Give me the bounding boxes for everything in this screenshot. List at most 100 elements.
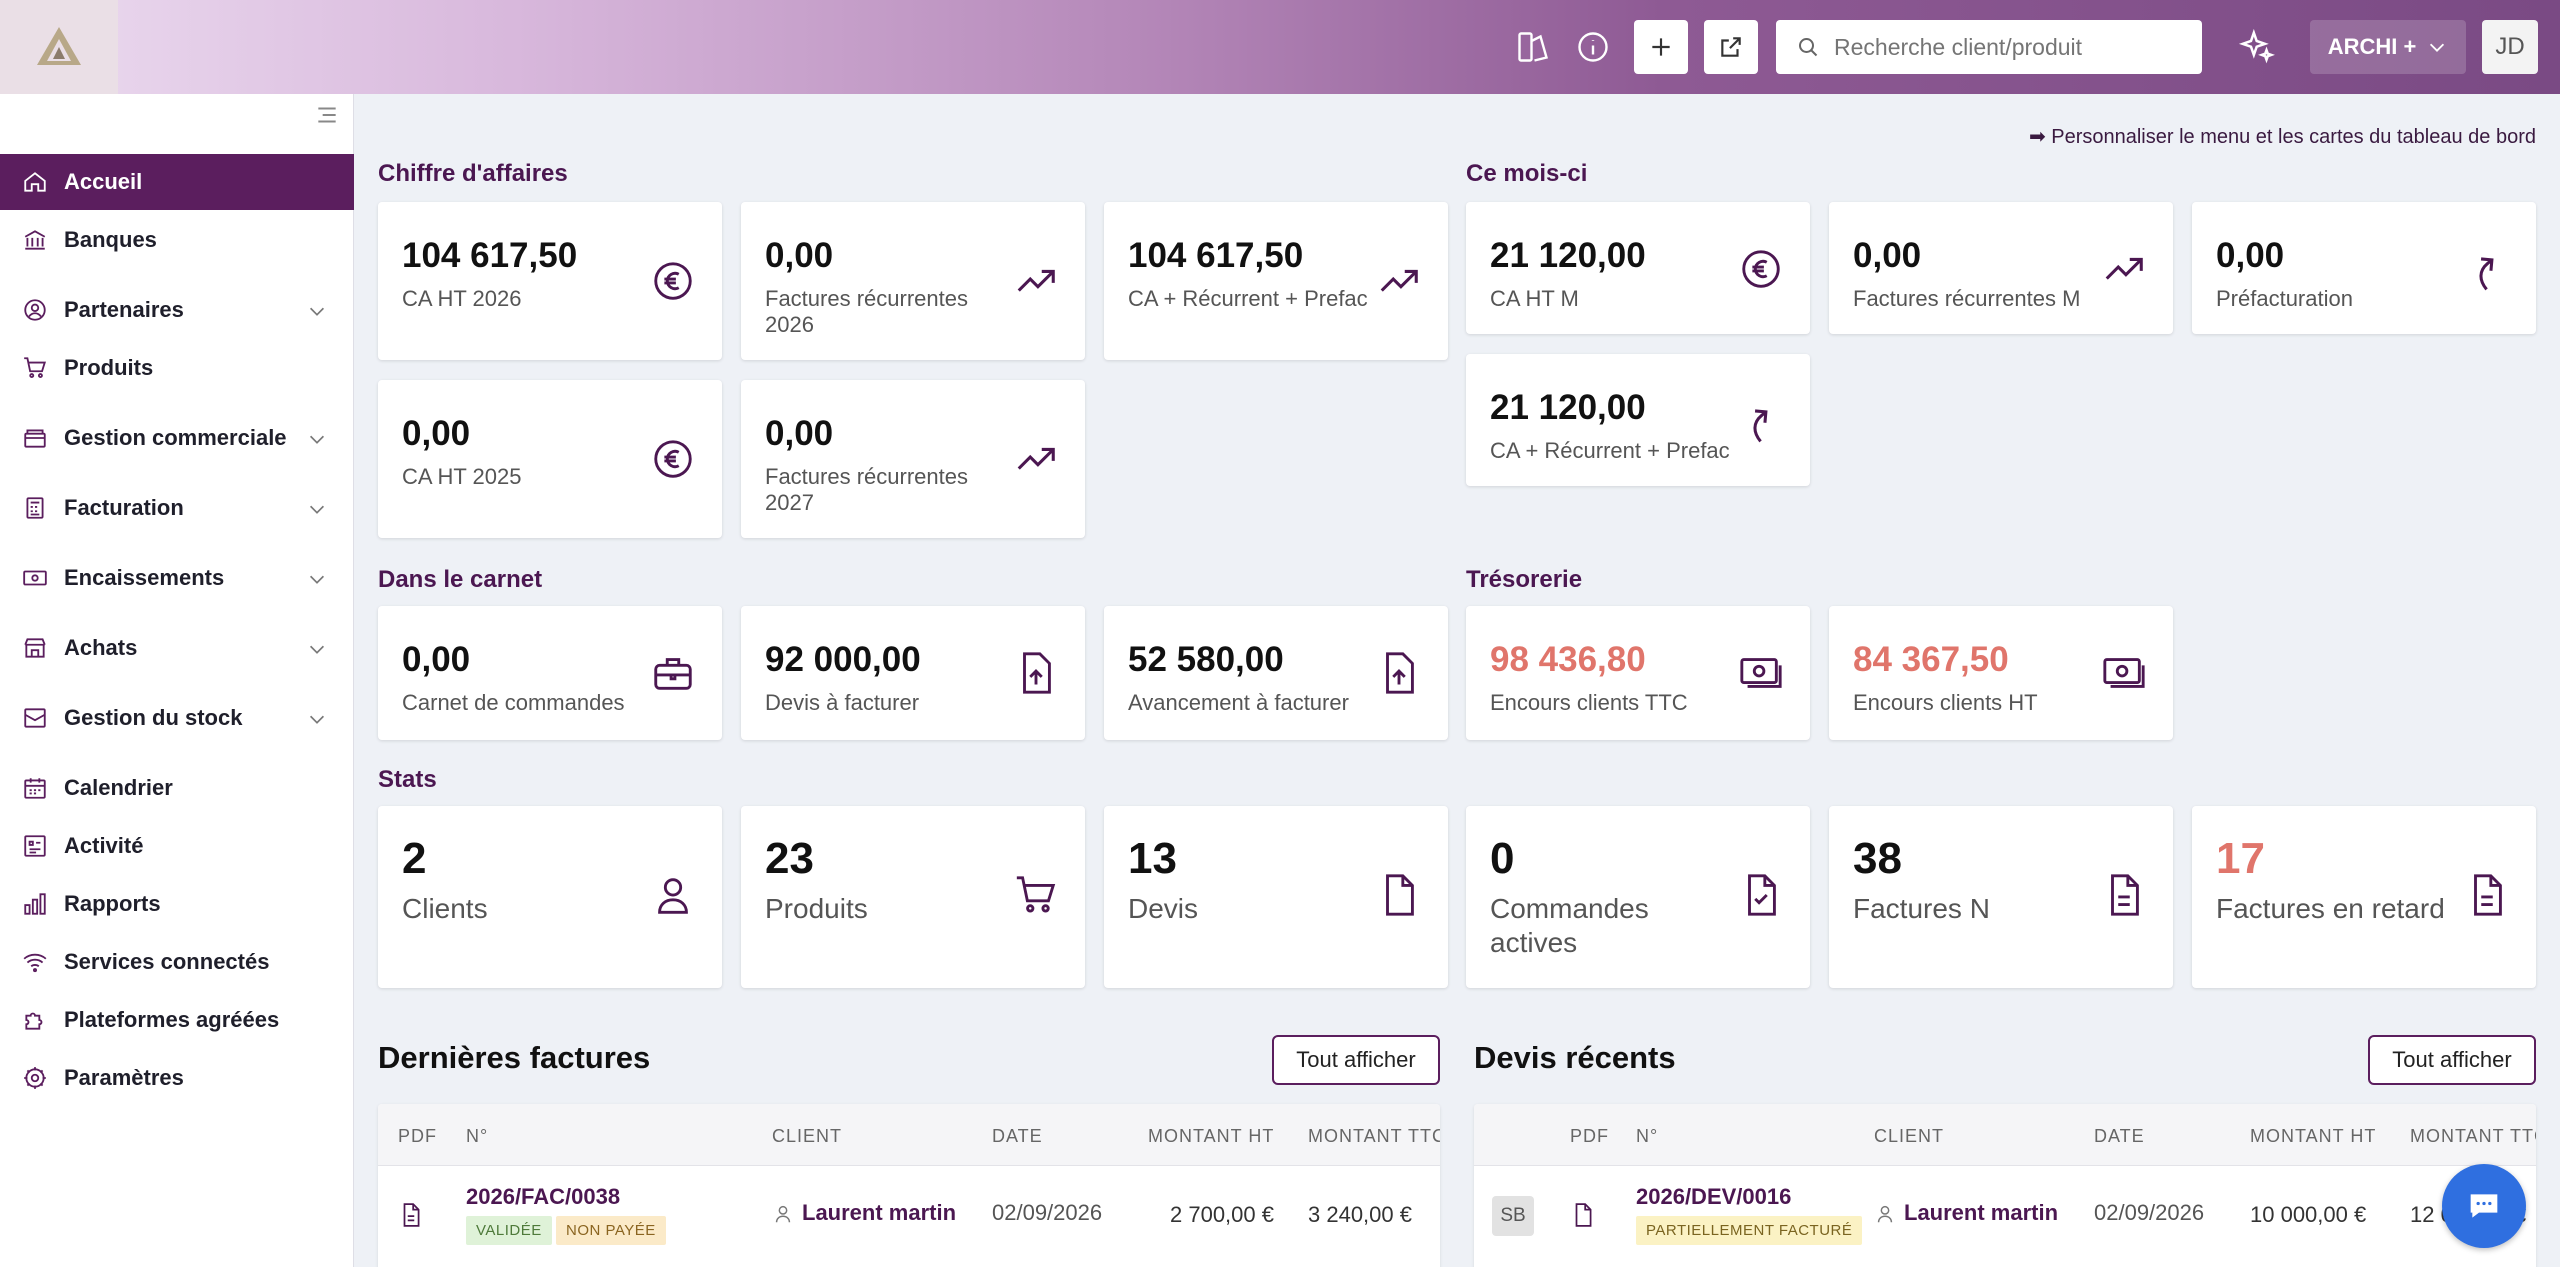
layout-icon[interactable] [1506,20,1560,74]
sidebar-item-label: Produits [64,355,154,380]
kpi-card[interactable]: 104 617,50 CA HT 2026 [378,202,722,360]
invoice-number-link[interactable]: 2026/FAC/0038 [466,1184,621,1209]
sparkles-icon[interactable] [2230,20,2284,74]
chat-button[interactable] [2442,1164,2526,1248]
column-header[interactable]: DATE [2094,1126,2145,1146]
info-icon[interactable] [1566,20,1620,74]
sidebar-item-services-connectes[interactable]: Services connectés [0,934,354,990]
sidebar-item-achats[interactable]: Achats [0,620,354,676]
kpi-value: 104 617,50 [1128,236,1304,275]
external-link-icon [1721,37,1741,57]
sidebar-item-label: Plateformes agréées [64,1007,280,1032]
sidebar-item-label: Accueil [64,169,143,194]
chevron-down-icon [306,638,328,666]
column-header[interactable]: N° [466,1126,489,1146]
devis-show-all-button[interactable]: Tout afficher [2368,1035,2536,1085]
stat-card[interactable]: 13 Devis [1104,806,1448,988]
sidebar-item-parametres[interactable]: Paramètres [0,1050,354,1106]
open-external-button[interactable] [1704,20,1758,74]
briefcase-icon [654,658,692,690]
kpi-label: Encours clients TTC [1490,690,1688,715]
sidebar-item-facturation[interactable]: Facturation [0,480,354,536]
quote-number-link[interactable]: 2026/DEV/0016 [1636,1184,1792,1209]
file-text-icon [2474,874,2502,916]
stat-card[interactable]: 0 Commandes actives [1466,806,1810,988]
column-header[interactable]: PDF [1570,1126,1609,1146]
collapse-menu-icon[interactable] [314,102,340,133]
kpi-card[interactable]: 21 120,00 CA HT M [1466,202,1810,334]
kpi-card[interactable]: 92 000,00 Devis à facturer [741,606,1085,740]
euro-icon [654,440,692,478]
box-icon [20,423,50,453]
column-header[interactable]: PDF [398,1126,437,1146]
kpi-card[interactable]: 98 436,80 Encours clients TTC [1466,606,1810,740]
kpi-card[interactable]: 0,00 Factures récurrentes 2027 [741,380,1085,538]
kpi-card[interactable]: 0,00 CA HT 2025 [378,380,722,538]
client-link[interactable]: Laurent martin [802,1200,957,1225]
sidebar-item-banques[interactable]: Banques [0,212,354,268]
stat-label: Factures en retard [2216,893,2445,924]
file-upload-icon [1023,652,1051,694]
sidebar-item-encaissements[interactable]: Encaissements [0,550,354,606]
stat-card[interactable]: 17 Factures en retard [2192,806,2536,988]
kpi-card[interactable]: 0,00 Factures récurrentes M [1829,202,2173,334]
client-link[interactable]: Laurent martin [1904,1200,2059,1225]
file-pdf-icon[interactable] [398,1200,424,1230]
search-bar[interactable] [1776,20,2202,74]
customize-dashboard-link[interactable]: ➡ Personnaliser le menu et les cartes du… [2028,126,2536,148]
add-button[interactable] [1634,20,1688,74]
stat-card[interactable]: 23 Produits [741,806,1085,988]
kpi-card[interactable]: 21 120,00 CA + Récurrent + Prefac [1466,354,1810,486]
section-title-tresorerie: Trésorerie [1466,566,1583,593]
kpi-label: Devis à facturer [765,690,920,715]
sidebar-item-rapports[interactable]: Rapports [0,876,354,932]
column-header[interactable]: DATE [992,1126,1043,1146]
column-header[interactable]: N° [1636,1126,1659,1146]
kpi-card[interactable]: 84 367,50 Encours clients HT [1829,606,2173,740]
kpi-card[interactable]: 0,00 Préfacturation [2192,202,2536,334]
kpi-label: CA HT M [1490,286,1579,311]
status-badge: NON PAYÉE [556,1216,666,1245]
file-pdf-icon[interactable] [1570,1200,1596,1230]
chart-icon [20,889,50,919]
kpi-card[interactable]: 0,00 Factures récurrentes 2026 [741,202,1085,360]
column-header[interactable]: CLIENT [772,1126,843,1146]
sidebar-item-gestion-commerciale[interactable]: Gestion commerciale [0,410,354,466]
column-header[interactable]: MONTANT HT [2250,1126,2377,1146]
logo[interactable] [0,0,118,94]
sidebar-item-activite[interactable]: Activité [0,818,354,874]
column-header[interactable]: CLIENT [1874,1126,1945,1146]
sidebar-item-gestion-du-stock[interactable]: Gestion du stock [0,690,354,746]
plan-selector[interactable]: ARCHI + [2310,20,2466,74]
kpi-value: 52 580,00 [1128,640,1284,679]
sidebar-item-calendrier[interactable]: Calendrier [0,760,354,816]
sidebar-item-accueil[interactable]: Accueil [0,154,354,210]
sidebar-item-label: Facturation [64,495,184,520]
user-icon [1877,1205,1893,1223]
kpi-card[interactable]: 52 580,00 Avancement à facturer [1104,606,1448,740]
kpi-card[interactable]: 104 617,50 CA + Récurrent + Prefac [1104,202,1448,360]
search-icon [1799,38,1818,57]
column-header[interactable]: MONTANT HT [1148,1126,1275,1146]
sidebar-item-partenaires[interactable]: Partenaires [0,282,354,338]
column-header[interactable]: MONTANT TTC [2410,1126,2536,1146]
search-input[interactable] [1834,33,2174,61]
factures-show-all-button[interactable]: Tout afficher [1272,1035,1440,1085]
stat-label: Clients [402,893,488,924]
invoice-date: 02/09/2026 [992,1200,1103,1225]
stat-label: Commandes actives [1490,893,1649,958]
avatar[interactable]: JD [2482,20,2538,74]
sidebar-item-produits[interactable]: Produits [0,340,354,396]
column-header[interactable]: MONTANT TTC [1308,1126,1440,1146]
stat-card[interactable]: 2 Clients [378,806,722,988]
kpi-label: CA HT 2025 [402,464,522,489]
kpi-label: CA + Récurrent + Prefac [1128,286,1368,311]
kpi-value: 104 617,50 [402,236,578,275]
sidebar-item-plateformes-agreees[interactable]: Plateformes agréées [0,992,354,1048]
kpi-card[interactable]: 0,00 Carnet de commandes [378,606,722,740]
stat-card[interactable]: 38 Factures N [1829,806,2173,988]
chat-icon [2470,1194,2498,1218]
top-header: ARCHI + JD [0,0,2560,94]
kpi-value: 0,00 [765,236,834,275]
stat-value: 23 [765,834,814,883]
